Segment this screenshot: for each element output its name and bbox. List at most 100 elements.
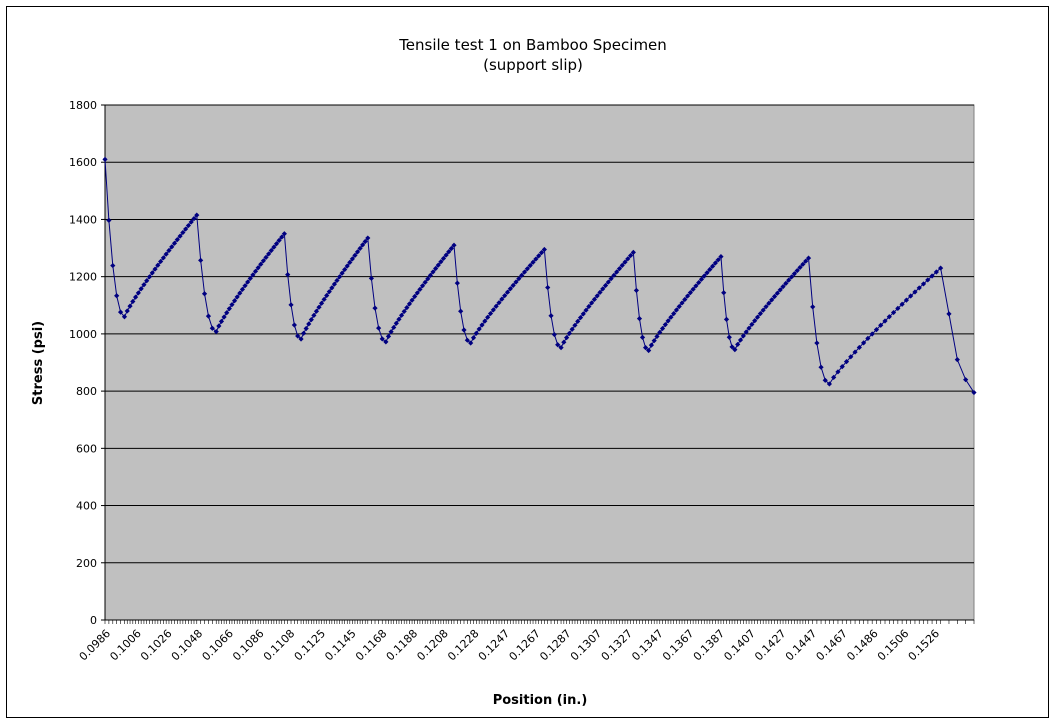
data-point <box>555 342 561 348</box>
x-tick-label: 0.1066 <box>200 627 236 663</box>
data-point <box>564 335 570 341</box>
data-point <box>818 364 824 370</box>
x-tick-label: 0.1486 <box>844 627 880 663</box>
data-point <box>438 259 444 265</box>
data-point <box>646 347 652 354</box>
data-point <box>114 293 120 299</box>
data-point <box>852 349 858 355</box>
data-point <box>627 252 634 259</box>
data-point <box>427 272 434 278</box>
data-point <box>191 215 197 222</box>
data-point <box>135 290 141 296</box>
y-tick-label: 1400 <box>69 213 97 226</box>
x-tick-label: 0.1367 <box>660 627 696 663</box>
data-point <box>865 335 871 342</box>
data-point <box>735 341 741 348</box>
data-point <box>856 344 862 351</box>
data-point <box>673 307 680 313</box>
data-point <box>516 276 522 282</box>
x-tick-label: 0.1145 <box>322 627 358 663</box>
data-point <box>769 297 775 303</box>
data-point <box>419 283 426 289</box>
data-point <box>895 305 901 311</box>
data-point <box>752 318 758 324</box>
data-point <box>242 283 248 289</box>
data-point <box>594 293 600 299</box>
data-point <box>774 290 780 296</box>
data-point <box>362 238 368 245</box>
data-point <box>614 269 620 275</box>
y-tick-label: 600 <box>76 442 97 455</box>
data-point <box>558 345 564 351</box>
chart-title: Tensile test 1 on Bamboo Specimen <box>398 36 667 54</box>
data-point <box>281 231 287 237</box>
data-point <box>149 270 155 276</box>
data-point <box>160 255 166 261</box>
data-point <box>166 247 172 254</box>
data-point <box>144 278 150 284</box>
data-point <box>749 321 755 328</box>
data-point <box>349 256 355 262</box>
data-point <box>451 242 457 248</box>
y-tick-label: 200 <box>76 557 97 570</box>
data-point <box>805 255 812 261</box>
data-point <box>183 226 189 232</box>
x-tick-label: 0.1307 <box>568 627 604 663</box>
data-point <box>732 347 738 353</box>
data-point <box>903 297 910 303</box>
data-point <box>130 298 136 305</box>
data-point <box>882 318 888 324</box>
data-point <box>538 250 545 256</box>
data-point <box>696 279 702 286</box>
data-point <box>946 311 952 317</box>
data-point <box>124 308 130 314</box>
data-point <box>425 276 431 282</box>
data-point <box>412 293 418 300</box>
x-tick-label: 0.1125 <box>292 627 328 663</box>
data-point <box>448 245 454 252</box>
data-point <box>354 249 361 255</box>
x-tick-label: 0.1506 <box>875 627 911 663</box>
x-tick-label: 0.1447 <box>783 627 819 663</box>
data-point <box>971 389 977 396</box>
data-point <box>651 338 657 344</box>
data-point <box>318 300 325 306</box>
data-point <box>701 273 707 279</box>
data-point <box>347 259 353 266</box>
data-point <box>848 354 854 360</box>
data-point <box>507 286 513 292</box>
data-point <box>878 322 884 328</box>
data-point <box>754 314 761 320</box>
data-point <box>743 329 749 335</box>
data-point <box>106 217 112 224</box>
series-points <box>102 156 977 396</box>
data-point <box>454 280 460 286</box>
data-point <box>746 325 752 331</box>
data-point <box>600 286 606 292</box>
data-point <box>797 264 803 271</box>
data-point <box>740 333 746 339</box>
data-point <box>344 263 350 269</box>
data-point <box>468 340 474 346</box>
data-point <box>357 245 363 251</box>
data-point <box>513 279 519 285</box>
data-point <box>545 284 551 291</box>
data-point <box>155 262 161 268</box>
data-point <box>496 300 502 306</box>
data-point <box>102 156 108 162</box>
data-point <box>822 377 828 383</box>
data-point <box>391 324 397 331</box>
data-point <box>704 270 710 276</box>
data-point <box>605 279 611 285</box>
data-point <box>409 297 415 303</box>
data-point <box>929 273 935 279</box>
data-point <box>169 244 175 250</box>
data-point <box>458 308 464 314</box>
data-point <box>334 277 340 284</box>
data-point <box>810 304 816 310</box>
data-point <box>117 309 124 315</box>
data-point <box>479 322 485 328</box>
data-point <box>963 377 969 383</box>
data-point <box>476 326 482 332</box>
data-point <box>630 249 636 255</box>
